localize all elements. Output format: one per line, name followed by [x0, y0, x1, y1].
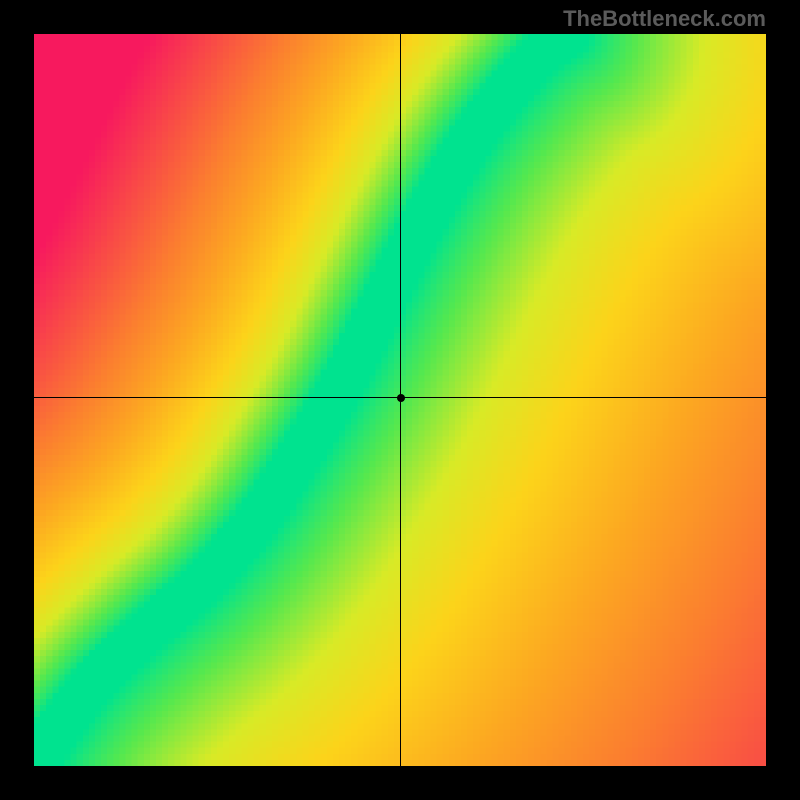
- crosshair-center-dot: [397, 394, 405, 402]
- chart-container: TheBottleneck.com: [0, 0, 800, 800]
- watermark-text: TheBottleneck.com: [563, 6, 766, 32]
